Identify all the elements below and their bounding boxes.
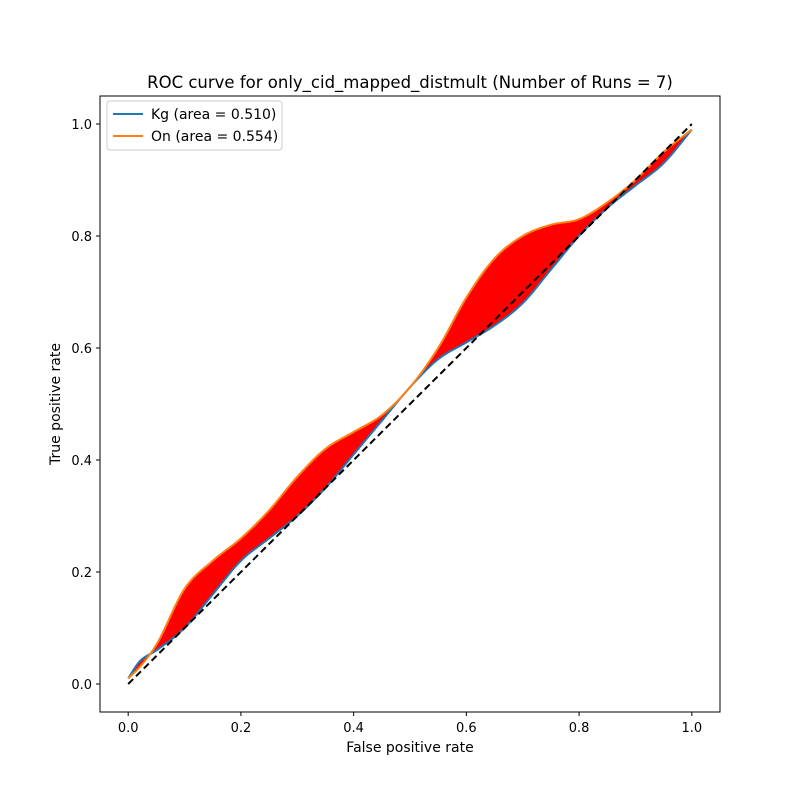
area-between-curves xyxy=(128,129,692,679)
legend-frame xyxy=(106,100,283,151)
x-tick-label: 0.6 xyxy=(456,721,477,736)
y-tick-label: 1.0 xyxy=(71,118,92,133)
x-tick-label: 0.4 xyxy=(343,721,364,736)
y-tick-label: 0.6 xyxy=(71,342,92,357)
legend-label-kg: Kg (area = 0.510) xyxy=(151,107,276,123)
y-tick-label: 0.4 xyxy=(71,454,92,469)
chart-title: ROC curve for only_cid_mapped_distmult (… xyxy=(147,73,673,93)
y-tick-label: 0.8 xyxy=(71,230,92,245)
series-line-on xyxy=(127,128,693,680)
axis-ticks: 0.0 0.2 0.4 0.6 0.8 1.0 0.0 0.2 0.4 0.6 0.8 1.0 xyxy=(71,118,702,736)
chance-diagonal-line xyxy=(127,123,693,685)
legend-label-on: On (area = 0.554) xyxy=(151,129,278,145)
legend: Kg (area = 0.510) On (area = 0.554) xyxy=(106,100,283,151)
x-tick-label: 1.0 xyxy=(681,721,702,736)
x-axis-label: False positive rate xyxy=(346,740,473,756)
x-tick-label: 0.8 xyxy=(569,721,590,736)
plot-area xyxy=(127,123,693,685)
axes-frame xyxy=(99,95,721,713)
y-tick-label: 0.2 xyxy=(71,566,92,581)
y-tick-label: 0.0 xyxy=(71,678,92,693)
x-tick-label: 0.0 xyxy=(118,721,139,736)
y-axis-label: True positive rate xyxy=(48,343,64,466)
x-tick-label: 0.2 xyxy=(231,721,252,736)
